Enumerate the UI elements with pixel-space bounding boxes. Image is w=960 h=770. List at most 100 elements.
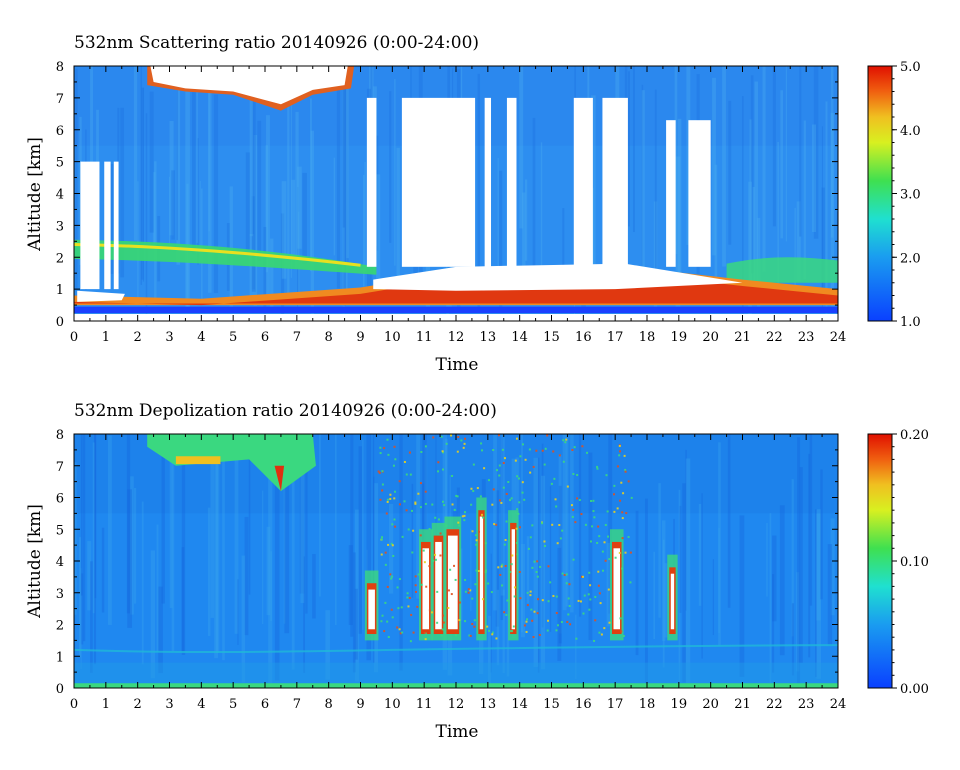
- speckle: [409, 473, 412, 476]
- texture-streak: [176, 66, 181, 265]
- y-tick-label: 3: [56, 587, 64, 602]
- speckle: [566, 485, 569, 488]
- texture-streak: [685, 458, 691, 687]
- speckle: [447, 589, 450, 592]
- speckle: [543, 544, 546, 547]
- speckle: [516, 508, 519, 511]
- speckle: [497, 434, 500, 437]
- speckle: [495, 637, 498, 640]
- texture-streak: [176, 66, 178, 241]
- texture-streak: [739, 515, 745, 677]
- speckle: [561, 572, 564, 575]
- speckle: [624, 551, 627, 554]
- texture-streak: [820, 469, 823, 600]
- speckle: [428, 565, 431, 568]
- speckle: [417, 573, 420, 576]
- speckle: [589, 584, 592, 587]
- speckle: [504, 538, 507, 541]
- x-tick-label: 18: [639, 697, 656, 712]
- speckle: [592, 510, 595, 513]
- speckle: [439, 532, 442, 535]
- texture-streak: [268, 436, 273, 688]
- speckle: [378, 471, 381, 474]
- speckle: [409, 640, 412, 643]
- speckle: [432, 559, 435, 562]
- texture-streak: [251, 66, 256, 292]
- speckle: [547, 600, 550, 603]
- speckle: [558, 524, 561, 527]
- colorbar-label: 1.0: [900, 315, 921, 330]
- speckle: [384, 563, 387, 566]
- speckle: [436, 621, 439, 624]
- speckle: [514, 459, 517, 462]
- speckle: [431, 629, 434, 632]
- texture-streak: [533, 457, 539, 667]
- texture-streak: [241, 555, 246, 683]
- texture-streak: [499, 170, 503, 310]
- texture-streak: [309, 98, 312, 272]
- texture-streak: [364, 161, 366, 272]
- speckle: [606, 510, 609, 513]
- y-tick-label: 6: [56, 124, 64, 139]
- texture-streak: [762, 66, 766, 272]
- speckle: [518, 570, 521, 573]
- texture-streak: [718, 442, 721, 646]
- speckle: [589, 598, 592, 601]
- speckle: [379, 446, 382, 449]
- speckle: [434, 553, 437, 556]
- speckle: [398, 503, 401, 506]
- speckle: [589, 540, 592, 543]
- speckle: [405, 509, 408, 512]
- depolarizing-column-core: [447, 535, 458, 630]
- texture-streak: [310, 130, 314, 315]
- depolarization-x-label: Time: [436, 722, 479, 742]
- speckle: [472, 463, 475, 466]
- speckle: [523, 498, 526, 501]
- speckle: [492, 448, 495, 451]
- texture-streak: [830, 518, 835, 616]
- speckle: [475, 543, 478, 546]
- texture-streak: [120, 107, 125, 278]
- x-tick-label: 14: [511, 330, 528, 345]
- speckle: [381, 536, 384, 539]
- x-tick-label: 15: [543, 697, 560, 712]
- saturated-column: [602, 97, 628, 267]
- texture-streak: [785, 66, 787, 242]
- x-tick-label: 1: [102, 697, 110, 712]
- speckle: [393, 497, 396, 500]
- texture-streak: [664, 563, 668, 638]
- speckle: [606, 535, 609, 538]
- texture-streak: [372, 434, 375, 634]
- speckle: [549, 581, 552, 584]
- speckle: [463, 442, 466, 445]
- texture-streak: [234, 434, 239, 634]
- texture-streak: [270, 551, 272, 622]
- speckle: [581, 445, 584, 448]
- texture-streak: [352, 552, 356, 673]
- texture-streak: [641, 90, 645, 271]
- speckle: [547, 619, 550, 622]
- texture-streak: [158, 586, 163, 674]
- texture-streak: [90, 66, 94, 242]
- speckle: [524, 458, 527, 461]
- texture-streak: [319, 434, 321, 597]
- speckle: [480, 442, 483, 445]
- speckle: [423, 561, 426, 564]
- texture-streak: [208, 76, 212, 293]
- speckle: [423, 631, 426, 634]
- colorbar-label: 0.20: [900, 428, 929, 443]
- speckle: [390, 577, 393, 580]
- speckle: [562, 460, 565, 463]
- texture-streak: [754, 81, 759, 287]
- y-tick-label: 8: [56, 60, 64, 75]
- speckle: [463, 514, 466, 517]
- texture-streak: [171, 437, 175, 652]
- speckle: [449, 568, 452, 571]
- speckle: [586, 451, 589, 454]
- x-tick-label: 2: [134, 697, 142, 712]
- texture-streak: [422, 434, 427, 609]
- speckle: [381, 614, 384, 617]
- texture-streak: [130, 476, 134, 615]
- speckle: [546, 434, 549, 437]
